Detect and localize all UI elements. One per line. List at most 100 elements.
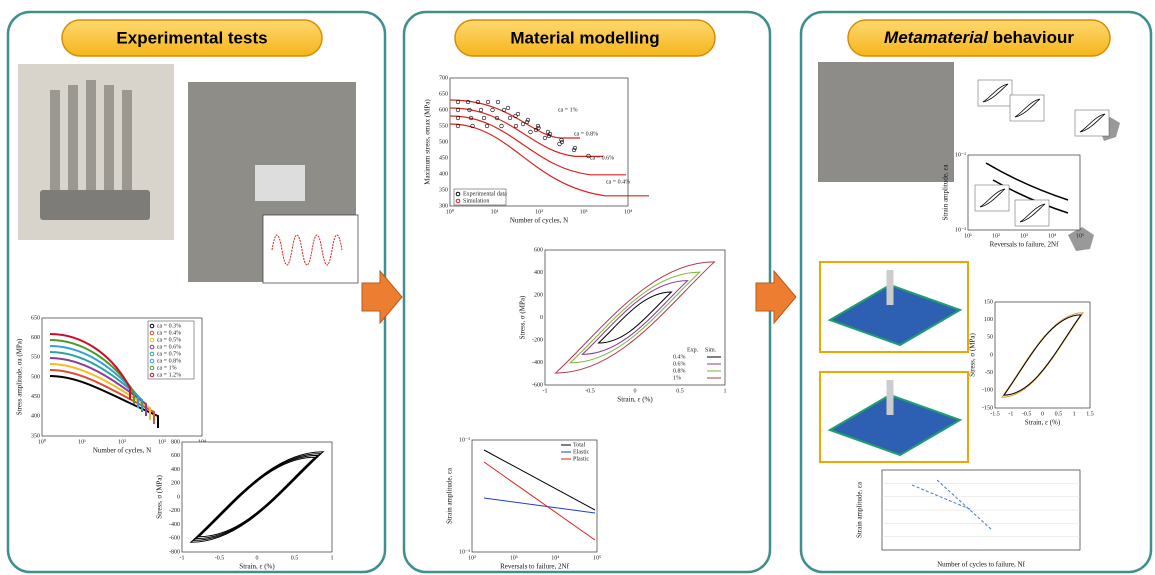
x-tick-label: -1 (543, 388, 548, 394)
inset-plot (263, 215, 358, 283)
y-tick-label: 150 (984, 299, 993, 305)
legend-label: Plastic (573, 456, 589, 462)
x-tick-label: -0.5 (585, 388, 595, 394)
plot-area (182, 442, 332, 552)
y-tick-label: 0 (540, 315, 543, 321)
y-tick-label: -50 (985, 370, 993, 376)
x-tick-label: 1 (724, 388, 727, 394)
y-tick-label: 500 (439, 139, 448, 145)
y-axis-label: Stress, σ (MPa) (969, 333, 977, 377)
y-axis-label: Strain amplitude, εa (942, 164, 950, 221)
photo-test (818, 62, 954, 182)
y-tick-label: 600 (439, 107, 448, 113)
y-tick-label: 200 (534, 292, 543, 298)
y-axis-label: Maximum stress, σmax (MPa) (424, 99, 432, 185)
x-tick-label: 10² (118, 439, 126, 445)
y-tick-label: 200 (171, 481, 180, 487)
x-axis-label: Reversals to failure, 2Nf (500, 563, 569, 571)
x-tick-label: 0.5 (676, 388, 684, 394)
panel-title: Material modelling (510, 28, 659, 47)
legend-label: 0.8% (673, 368, 686, 374)
x-tick-label: 10⁰ (38, 438, 47, 445)
legend-label: 0.4% (673, 354, 686, 360)
x-tick-label: 10¹ (491, 209, 499, 215)
y-tick-label: -400 (532, 360, 543, 366)
y-tick-label: 650 (439, 91, 448, 97)
y-tick-label: 500 (31, 374, 40, 380)
legend-label: Experimental data (463, 191, 507, 197)
x-tick-label: 10⁵ (1076, 233, 1084, 239)
diagram: Experimental tests Material modelling Me… (0, 0, 1155, 575)
y-tick-label: 450 (31, 394, 40, 400)
y-tick-label: 800 (171, 439, 180, 445)
y-tick-label: -800 (169, 549, 180, 555)
legend-label: εa = 0.6% (157, 344, 181, 350)
x-tick-label: 0 (256, 555, 259, 561)
plot-area (995, 302, 1090, 408)
y-tick-label: -600 (532, 382, 543, 388)
x-axis-label: Strain, ε (%) (617, 396, 653, 404)
y-tick-label: 10⁻² (459, 437, 470, 443)
x-axis-label: Number of cycles to failure, Nf (937, 561, 1026, 569)
y-tick-label: -200 (532, 337, 543, 343)
x-tick-label: -0.5 (215, 555, 225, 561)
annotation: εa = 1% (558, 107, 578, 113)
y-tick-label: 450 (439, 155, 448, 161)
y-tick-label: 50 (987, 335, 993, 341)
y-axis-label: Strain amplitude, εa (446, 467, 454, 524)
y-tick-label: 550 (31, 355, 40, 361)
x-tick-label: 1 (331, 555, 334, 561)
x-tick-label: 10³ (158, 439, 166, 445)
x-tick-label: 0 (634, 388, 637, 394)
legend-label: εa = 0.7% (157, 351, 181, 357)
legend-header: Sim. (705, 347, 717, 353)
x-axis-label: Reversals to failure, 2Nf (990, 241, 1059, 249)
title-italic: Metamaterial (884, 28, 989, 47)
x-tick-label: -1 (180, 555, 185, 561)
y-axis-label: Strain amplitude, εa (856, 481, 864, 538)
y-tick-label: 400 (534, 270, 543, 276)
legend-label: εa = 0.3% (157, 323, 181, 329)
x-tick-label: 10² (535, 209, 543, 215)
x-tick-label: 10² (992, 233, 1000, 239)
x-axis-label: Number of cycles, N (93, 447, 151, 455)
x-tick-label: -1.5 (990, 411, 1000, 417)
x-tick-label: -0.5 (1022, 411, 1032, 417)
legend-label: εa = 0.4% (157, 330, 181, 336)
plot-area (545, 250, 725, 385)
x-tick-label: 0 (1041, 411, 1044, 417)
y-tick-label: 700 (439, 75, 448, 81)
y-tick-label: 100 (984, 317, 993, 323)
y-tick-label: 650 (31, 315, 40, 321)
x-tick-label: 0.5 (291, 555, 299, 561)
x-tick-label: 10³ (510, 555, 518, 561)
y-axis-label: Stress, σ (MPa) (519, 295, 527, 339)
x-tick-label: 10⁴ (624, 209, 632, 215)
x-tick-label: 10¹ (964, 233, 972, 239)
x-tick-label: 10² (468, 555, 476, 561)
y-tick-label: 400 (31, 414, 40, 420)
y-tick-label: 600 (31, 335, 40, 341)
x-tick-label: 10⁰ (446, 208, 455, 215)
y-tick-label: 0 (990, 352, 993, 358)
panel-title: Experimental tests (116, 28, 267, 47)
y-tick-label: 350 (439, 187, 448, 193)
x-tick-label: 10⁵ (593, 555, 601, 561)
legend-label: εa = 0.8% (157, 358, 181, 364)
extensometer (255, 165, 305, 201)
x-axis-label: Strain, ε (%) (239, 563, 275, 571)
y-tick-label: 0 (177, 494, 180, 500)
x-tick-label: 10³ (580, 209, 588, 215)
x-axis-label: Number of cycles, N (510, 217, 568, 225)
legend-label: Elastic (573, 449, 590, 455)
y-tick-label: 600 (534, 247, 543, 253)
x-tick-label: 10³ (1020, 233, 1028, 239)
x-axis-label: Strain, ε (%) (1025, 419, 1061, 427)
annotation: εa = 0.6% (590, 155, 614, 161)
y-tick-label: 400 (171, 467, 180, 473)
x-tick-label: 10⁴ (551, 555, 559, 561)
legend-label: εa = 0.5% (157, 337, 181, 343)
legend-label: Simulation (463, 198, 489, 204)
x-tick-label: -1 (1008, 411, 1013, 417)
x-tick-label: 0.5 (1055, 411, 1063, 417)
